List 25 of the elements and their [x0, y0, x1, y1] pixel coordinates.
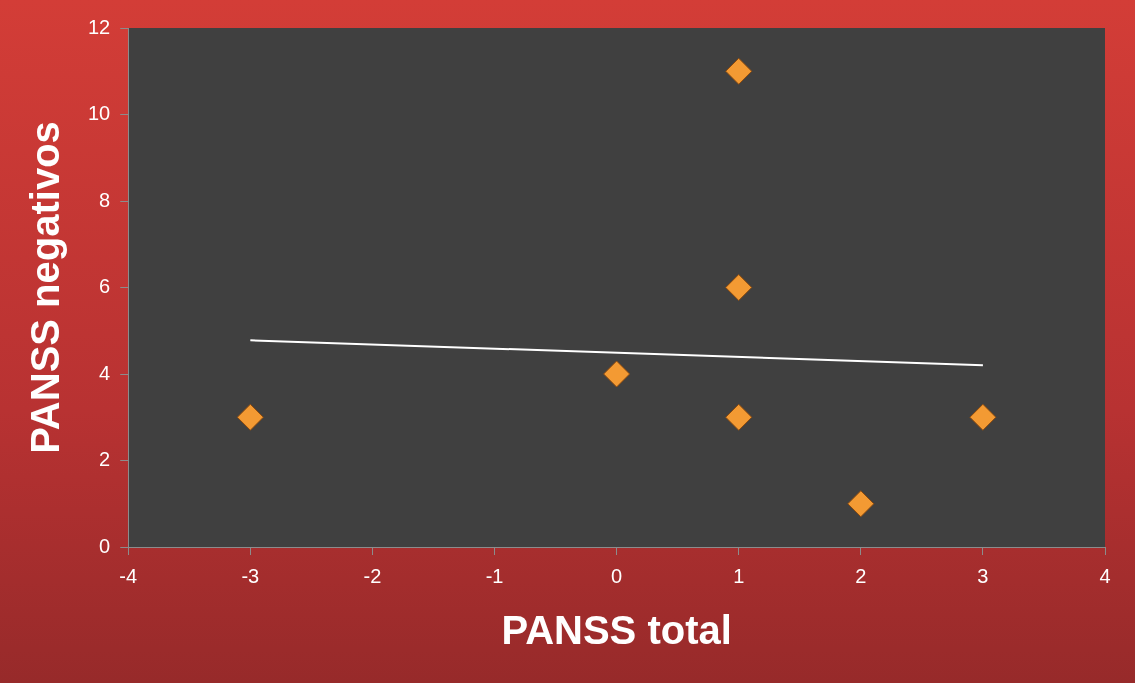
y-tick-label: 4	[99, 361, 111, 384]
x-tick-label: 0	[611, 564, 623, 587]
y-tick-label: 12	[88, 15, 111, 38]
point	[603, 360, 631, 388]
point	[725, 57, 753, 85]
point	[725, 403, 753, 431]
point	[236, 403, 264, 431]
x-tick-label: 1	[733, 564, 745, 587]
x-tick-label: 4	[1099, 564, 1111, 587]
y-tick-label: 6	[99, 275, 111, 298]
y-tick-label: 10	[88, 102, 111, 125]
y-tick-label: 0	[99, 534, 111, 557]
x-axis-title: PANSS total	[501, 608, 732, 653]
point	[847, 490, 875, 518]
x-tick-label: 3	[977, 564, 989, 587]
point	[725, 274, 753, 301]
y-tick-label: 8	[99, 188, 111, 211]
x-tick-label: 2	[855, 564, 867, 587]
x-tick-label: -3	[241, 564, 260, 587]
point	[969, 403, 997, 431]
y-axis-title: PANSS negativos	[23, 121, 68, 454]
x-tick-label: -1	[485, 564, 504, 587]
x-tick-label: -4	[119, 564, 138, 587]
x-tick-label: -2	[363, 564, 382, 587]
y-tick-label: 2	[99, 448, 111, 471]
